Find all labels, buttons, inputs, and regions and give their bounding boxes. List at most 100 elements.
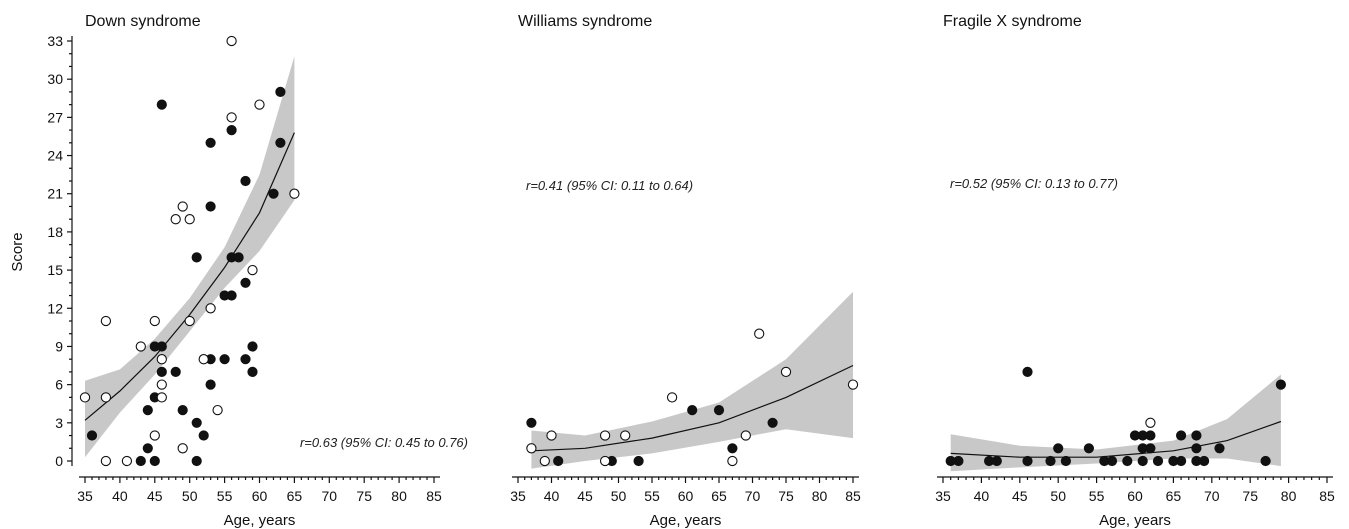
data-point-filled [205, 201, 216, 212]
x-tick-label: 80 [1281, 488, 1297, 504]
x-tick-label: 45 [147, 488, 163, 504]
x-tick-label: 75 [778, 488, 794, 504]
x-tick-label: 75 [356, 488, 372, 504]
data-point-filled [1122, 455, 1133, 467]
data-point-open [226, 112, 237, 123]
data-point-filled [240, 277, 251, 288]
x-axis-label: Age, years [1099, 512, 1171, 529]
data-point-filled [247, 366, 258, 377]
data-point-filled [1045, 455, 1056, 467]
y-tick-label: 12 [47, 300, 63, 316]
data-point-filled [1176, 430, 1187, 441]
correlation-annotation: r=0.41 (95% CI: 0.11 to 0.64) [526, 178, 693, 193]
y-tick-label: 33 [47, 33, 63, 49]
x-tick-label: 70 [322, 488, 338, 504]
x-tick-label: 85 [426, 488, 442, 504]
data-point-filled [1260, 455, 1271, 467]
y-tick-label: 6 [55, 377, 63, 393]
confidence-band [85, 56, 295, 458]
data-point-filled [687, 405, 698, 416]
data-point-open [205, 303, 216, 314]
data-point-open [754, 328, 765, 339]
data-point-filled [86, 430, 98, 441]
data-point-filled [1145, 443, 1156, 454]
y-axis-label: Score [9, 232, 26, 271]
x-tick-label: 75 [1242, 488, 1258, 504]
y-tick-label: 27 [47, 109, 63, 125]
data-point-filled [991, 455, 1002, 467]
correlation-annotation: r=0.63 (95% CI: 0.45 to 0.76) [300, 435, 468, 450]
data-point-open [546, 430, 557, 441]
y-tick-label: 24 [47, 148, 63, 164]
data-point-filled [247, 341, 258, 352]
x-tick-label: 35 [510, 488, 526, 504]
data-point-filled [191, 417, 202, 428]
data-point-filled [205, 379, 216, 390]
confidence-band [531, 291, 853, 469]
x-tick-label: 65 [711, 488, 727, 504]
data-point-open [149, 430, 160, 441]
data-point-filled [149, 455, 160, 467]
y-tick-label: 18 [47, 224, 63, 240]
x-tick-label: 50 [1050, 488, 1066, 504]
data-point-filled [135, 455, 146, 467]
x-tick-label: 65 [287, 488, 303, 504]
data-point-open [198, 354, 209, 365]
data-point-filled [142, 443, 153, 454]
data-point-open [79, 392, 91, 403]
x-tick-label: 45 [1012, 488, 1028, 504]
data-point-open [156, 379, 167, 390]
data-point-filled [275, 137, 286, 148]
data-point-filled [226, 290, 237, 301]
data-point-filled [156, 99, 167, 110]
data-point-open [289, 188, 300, 199]
x-tick-label: 80 [391, 488, 407, 504]
data-point-filled [198, 430, 209, 441]
data-point-filled [1083, 443, 1095, 454]
data-point-open [100, 392, 112, 403]
data-point-open [1145, 417, 1156, 428]
data-point-filled [170, 366, 181, 377]
y-tick-label: 30 [47, 71, 63, 87]
data-point-open [184, 315, 195, 327]
x-tick-label: 70 [1204, 488, 1220, 504]
y-tick-label: 15 [47, 262, 63, 278]
x-tick-label: 35 [77, 488, 93, 504]
data-point-open [100, 315, 112, 327]
data-point-filled [1137, 455, 1148, 467]
x-tick-label: 85 [1319, 488, 1335, 504]
data-point-filled [191, 455, 202, 467]
data-point-filled [240, 354, 251, 365]
data-point-open [226, 35, 237, 47]
x-tick-label: 55 [1089, 488, 1105, 504]
data-point-filled [275, 86, 286, 98]
data-point-open [170, 214, 181, 225]
data-point-filled [767, 417, 778, 428]
data-point-filled [526, 417, 537, 428]
data-point-open [526, 443, 537, 454]
x-axis-label: Age, years [650, 512, 722, 529]
data-point-filled [1145, 430, 1156, 441]
data-point-filled [240, 175, 251, 187]
x-tick-label: 80 [812, 488, 828, 504]
data-point-filled [142, 405, 153, 416]
data-point-open [177, 443, 188, 454]
data-point-filled [1022, 455, 1033, 467]
data-point-filled [1214, 443, 1225, 454]
x-axis-label: Age, years [224, 512, 296, 529]
data-point-filled [226, 125, 237, 136]
data-point-open [740, 430, 751, 441]
data-point-filled [156, 341, 167, 352]
data-point-filled [268, 188, 279, 199]
data-point-open [184, 214, 195, 225]
x-tick-label: 45 [577, 488, 593, 504]
data-point-open [100, 455, 112, 467]
data-point-open [254, 99, 265, 110]
data-point-filled [1176, 455, 1187, 467]
data-point-open [780, 366, 792, 378]
data-point-open [666, 392, 678, 403]
data-point-open [539, 455, 550, 467]
x-tick-label: 70 [745, 488, 761, 504]
x-tick-label: 55 [644, 488, 660, 504]
data-point-filled [156, 366, 167, 377]
